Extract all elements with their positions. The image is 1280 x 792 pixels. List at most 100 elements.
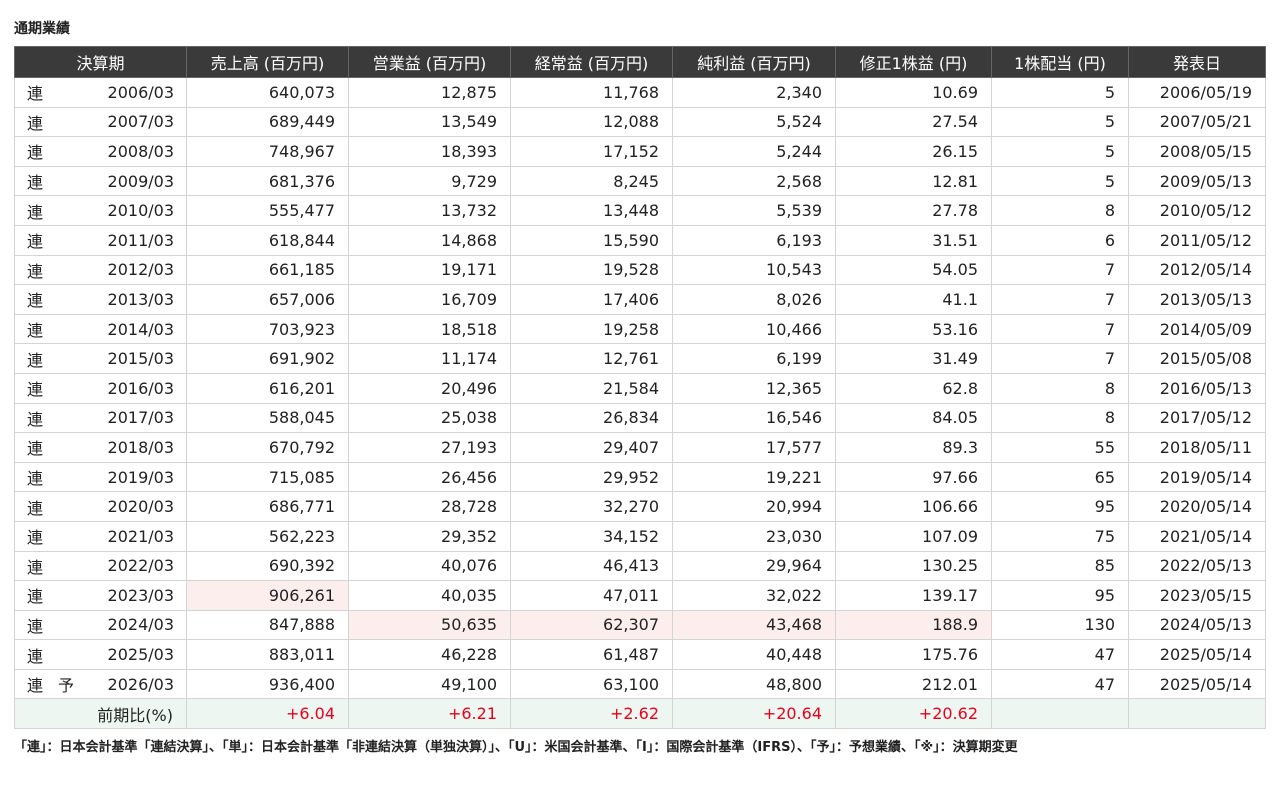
sales-cell: 661,185 — [186, 254, 349, 286]
period-cell: 連 2015/03 — [14, 343, 187, 374]
operating-profit-cell: 49,100 — [348, 668, 511, 700]
accounting-type-label: 連 — [26, 439, 43, 459]
eps-cell: 10.69 — [835, 77, 992, 108]
sales-cell: 618,844 — [186, 224, 349, 256]
ordinary-profit-cell: 29,407 — [510, 432, 673, 463]
period-label: 2007/03 — [107, 112, 174, 132]
eps-cell: 31.49 — [835, 343, 992, 374]
period-label: 2019/03 — [107, 467, 174, 487]
operating-profit-cell: 16,709 — [348, 284, 511, 315]
eps-cell: 26.15 — [835, 136, 992, 167]
sales-cell: 657,006 — [186, 284, 349, 315]
table-row: 連 2017/03 588,045 25,038 26,834 16,546 84.05 8 2… — [14, 402, 1266, 434]
dividend-cell: 130 — [991, 609, 1129, 641]
announce-date-cell: 2022/05/13 — [1128, 550, 1266, 582]
sales-cell: 616,201 — [186, 372, 349, 404]
table-row: 連 2021/03 562,223 29,352 34,152 23,030 107.09 7… — [14, 520, 1266, 552]
ordinary-profit-cell: 17,152 — [510, 136, 673, 167]
period-cell: 連 2024/03 — [14, 609, 187, 641]
period-cell: 連 2006/03 — [14, 77, 187, 108]
table-row: 連 2018/03 670,792 27,193 29,407 17,577 89.3 55 2… — [14, 432, 1266, 463]
announce-date-cell: 2012/05/14 — [1128, 254, 1266, 286]
ordinary-profit-cell: 26,834 — [510, 402, 673, 434]
announce-date-cell: 2018/05/11 — [1128, 432, 1266, 463]
net-profit-cell: 5,244 — [672, 136, 836, 167]
sales-cell: 689,449 — [186, 106, 349, 138]
period-cell: 連 2022/03 — [14, 550, 187, 582]
dividend-cell: 8 — [991, 195, 1129, 226]
accounting-type-label: 連 — [26, 113, 43, 133]
accounting-type-label: 連 — [26, 350, 43, 370]
accounting-type-label: 連 — [26, 616, 43, 636]
net-profit-cell: 17,577 — [672, 432, 836, 463]
period-cell: 連 2020/03 — [14, 491, 187, 522]
period-label: 2014/03 — [107, 319, 174, 339]
sales-cell: 715,085 — [186, 461, 349, 493]
operating-profit-cell: 26,456 — [348, 461, 511, 493]
operating-profit-cell: 18,518 — [348, 313, 511, 345]
table-row: 連予 2026/03 936,400 49,100 63,100 48,800 212.01… — [14, 668, 1266, 700]
period-label: 2026/03 — [107, 674, 174, 694]
table-row: 連 2022/03 690,392 40,076 46,413 29,964 130.25 8… — [14, 550, 1266, 582]
period-cell: 連 2017/03 — [14, 402, 187, 434]
table-row: 連 2010/03 555,477 13,732 13,448 5,539 27.78 8 20… — [14, 195, 1266, 226]
period-label: 2024/03 — [107, 615, 174, 635]
ordinary-profit-cell: 8,245 — [510, 165, 673, 197]
period-label: 2020/03 — [107, 497, 174, 517]
eps-cell: 188.9 — [835, 609, 992, 641]
ordinary-profit-cell: 47,011 — [510, 580, 673, 611]
eps-cell: 62.8 — [835, 372, 992, 404]
eps-cell: 84.05 — [835, 402, 992, 434]
sales-cell: 681,376 — [186, 165, 349, 197]
dividend-cell: 6 — [991, 224, 1129, 256]
net-profit-cell: 6,199 — [672, 343, 836, 374]
eps-cell: 27.54 — [835, 106, 992, 138]
forecast-mark: 予 — [57, 676, 74, 696]
table-body: 連 2006/03 640,073 12,875 11,768 2,340 10.69 5 20… — [14, 77, 1266, 730]
eps-cell: 31.51 — [835, 224, 992, 256]
period-cell: 連 2025/03 — [14, 639, 187, 670]
ordinary-profit-cell: 19,258 — [510, 313, 673, 345]
sales-cell: 883,011 — [186, 639, 349, 670]
net-profit-cell: 20,994 — [672, 491, 836, 522]
sales-cell: 906,261 — [186, 580, 349, 611]
ordinary-profit-cell: 34,152 — [510, 520, 673, 552]
operating-profit-cell: 28,728 — [348, 491, 511, 522]
header-operating-profit: 営業益 (百万円) — [348, 46, 511, 78]
operating-profit-cell: 14,868 — [348, 224, 511, 256]
ordinary-profit-cell: 46,413 — [510, 550, 673, 582]
net-profit-cell: 32,022 — [672, 580, 836, 611]
sales-cell: 847,888 — [186, 609, 349, 641]
period-cell: 連 2013/03 — [14, 284, 187, 315]
announce-date-cell: 2009/05/13 — [1128, 165, 1266, 197]
accounting-type-label: 連 — [26, 498, 43, 518]
accounting-type-label: 連 — [26, 380, 43, 400]
header-eps: 修正1株益 (円) — [835, 46, 992, 78]
net-profit-cell: 10,466 — [672, 313, 836, 345]
operating-profit-cell: 46,228 — [348, 639, 511, 670]
eps-cell: 12.81 — [835, 165, 992, 197]
annual-results-table: 決算期 売上高 (百万円) 営業益 (百万円) 経常益 (百万円) 純利益 (百… — [14, 46, 1266, 730]
period-cell: 連 2021/03 — [14, 520, 187, 552]
announce-date-cell: 2011/05/12 — [1128, 224, 1266, 256]
period-cell: 連 2019/03 — [14, 461, 187, 493]
yoy-announce-date-cell — [1128, 698, 1266, 730]
ordinary-profit-cell: 29,952 — [510, 461, 673, 493]
accounting-type-label: 連 — [26, 261, 43, 281]
accounting-type-label: 連 — [26, 173, 43, 193]
dividend-cell: 95 — [991, 580, 1129, 611]
table-header-row: 決算期 売上高 (百万円) 営業益 (百万円) 経常益 (百万円) 純利益 (百… — [14, 46, 1266, 78]
operating-profit-cell: 13,549 — [348, 106, 511, 138]
sales-cell: 691,902 — [186, 343, 349, 374]
ordinary-profit-cell: 63,100 — [510, 668, 673, 700]
accounting-type-label: 連 — [26, 646, 43, 666]
yoy-operating-profit-cell: +6.21 — [348, 698, 511, 730]
announce-date-cell: 2019/05/14 — [1128, 461, 1266, 493]
eps-cell: 97.66 — [835, 461, 992, 493]
header-announce-date: 発表日 — [1128, 46, 1266, 78]
eps-cell: 130.25 — [835, 550, 992, 582]
dividend-cell: 7 — [991, 284, 1129, 315]
eps-cell: 53.16 — [835, 313, 992, 345]
period-label: 2023/03 — [107, 585, 174, 605]
net-profit-cell: 43,468 — [672, 609, 836, 641]
